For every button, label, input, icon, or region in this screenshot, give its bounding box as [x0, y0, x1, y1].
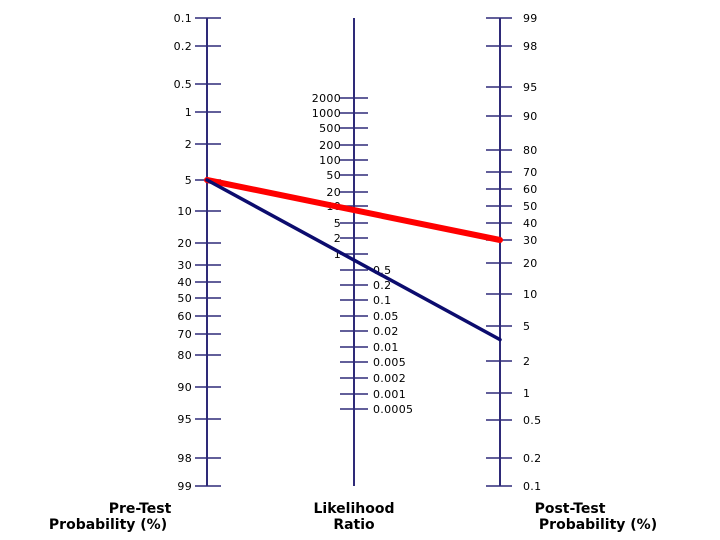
lr-tick-label: 0.002: [373, 372, 406, 385]
pretest-tick-label: 10: [177, 205, 192, 218]
lr-tick-label: 100: [319, 154, 341, 167]
pretest-tick-label: 70: [177, 328, 192, 341]
positive-result-line: [204, 177, 503, 243]
pretest-title-line1: Pre-Test: [109, 501, 172, 517]
negative-result-line: [205, 178, 502, 342]
pretest-tick-label: 0.1: [174, 12, 192, 25]
lr-tick-label: 2: [334, 232, 341, 245]
posttest-tick-label: 0.5: [523, 414, 541, 427]
pretest-title-line2: Probability (%): [49, 517, 167, 533]
posttest-tick-label: 30: [523, 234, 538, 247]
posttest-tick-label: 90: [523, 110, 538, 123]
posttest-tick-label: 60: [523, 183, 538, 196]
pretest-tick-label: 95: [177, 413, 192, 426]
lr-tick-label: 2000: [312, 92, 341, 105]
lr-tick-label: 200: [319, 139, 341, 152]
lr-tick-label: 50: [326, 169, 341, 182]
lr-tick-label: 0.001: [373, 388, 406, 401]
posttest-tick-label: 1: [523, 387, 530, 400]
lr-title-line2: Ratio: [333, 517, 375, 533]
lr-tick-label: 0.005: [373, 356, 406, 369]
pretest-tick-label: 30: [177, 259, 192, 272]
pretest-tick-label: 50: [177, 292, 192, 305]
lr-tick-label: 500: [319, 122, 341, 135]
lr-tick-label: 0.02: [373, 325, 399, 338]
posttest-tick-label: 10: [523, 288, 538, 301]
pretest-tick-label: 1: [185, 106, 192, 119]
posttest-tick-label: 99: [523, 12, 538, 25]
nomogram-axes: [206, 18, 501, 486]
pretest-tick-label: 80: [177, 349, 192, 362]
pretest-tick-label: 2: [185, 138, 192, 151]
lr-tick-label: 0.01: [373, 341, 399, 354]
posttest-tick-label: 0.2: [523, 452, 541, 465]
posttest-tick-label: 20: [523, 257, 538, 270]
pretest-tick-label: 60: [177, 310, 192, 323]
posttest-tick-label: 0.1: [523, 480, 541, 493]
pretest-tick-label: 5: [185, 174, 192, 187]
lr-tick-label: 0.05: [373, 310, 399, 323]
posttest-title-line1: Post-Test: [535, 501, 606, 517]
lr-tick-label: 1: [334, 248, 341, 261]
lr-tick-label: 0.1: [373, 294, 391, 307]
posttest-tick-label: 5: [523, 320, 530, 333]
lr-tick-label: 0.2: [373, 279, 391, 292]
lr-tick-label: 1000: [312, 107, 341, 120]
posttest-tick-label: 40: [523, 217, 538, 230]
nomogram-lines: [204, 177, 503, 342]
posttest-tick-label: 70: [523, 166, 538, 179]
posttest-tick-label: 2: [523, 355, 530, 368]
pretest-tick-label: 40: [177, 276, 192, 289]
nomogram-ticks: 0.1 0.2 0.5 1 2 5 10 20 30 40 50 60 70 80 90 95 98 99 99 98…: [174, 12, 542, 493]
pretest-tick-label: 98: [177, 452, 192, 465]
pretest-tick-label: 20: [177, 237, 192, 250]
pretest-tick-label: 99: [177, 480, 192, 493]
lr-tick-label: 0.0005: [373, 403, 413, 416]
posttest-tick-label: 80: [523, 144, 538, 157]
posttest-tick-label: 95: [523, 81, 538, 94]
lr-title-line1: Likelihood: [314, 501, 395, 517]
posttest-tick-label: 98: [523, 40, 538, 53]
posttest-title-line2: Probability (%): [539, 517, 657, 533]
lr-tick-label: 20: [326, 186, 341, 199]
posttest-tick-label: 50: [523, 200, 538, 213]
pretest-tick-label: 0.5: [174, 78, 192, 91]
lr-tick-label: 5: [334, 217, 341, 230]
pretest-tick-label: 0.2: [174, 40, 192, 53]
pretest-tick-label: 90: [177, 381, 192, 394]
